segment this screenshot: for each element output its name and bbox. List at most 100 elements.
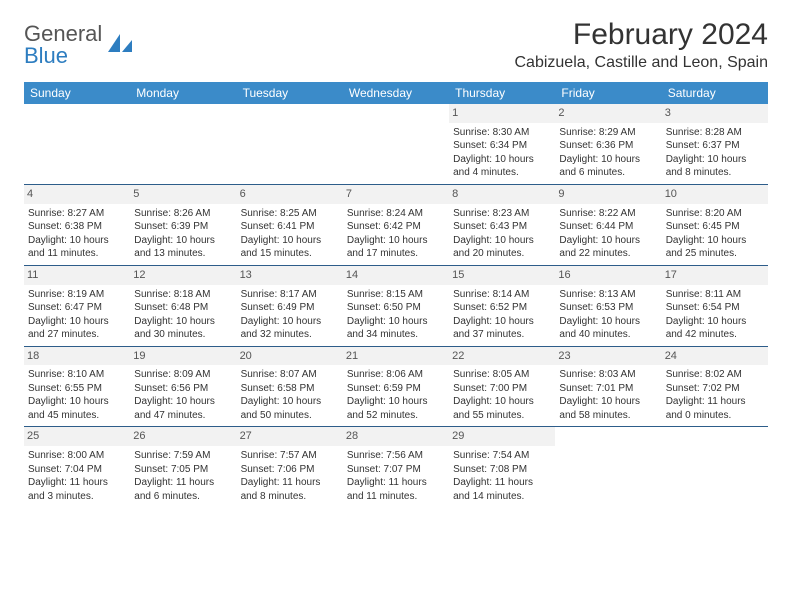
day-cell: 2Sunrise: 8:29 AMSunset: 6:36 PMDaylight… bbox=[555, 104, 661, 184]
daylight-line-2: and 4 minutes. bbox=[453, 166, 551, 180]
day-cell: 7Sunrise: 8:24 AMSunset: 6:42 PMDaylight… bbox=[343, 185, 449, 265]
sunrise-line: Sunrise: 8:23 AM bbox=[453, 207, 551, 221]
sunset-line: Sunset: 7:02 PM bbox=[666, 382, 764, 396]
header: General Blue February 2024 Cabizuela, Ca… bbox=[24, 18, 768, 72]
daylight-line-2: and 55 minutes. bbox=[453, 409, 551, 423]
sunset-line: Sunset: 6:37 PM bbox=[666, 139, 764, 153]
sunset-line: Sunset: 6:48 PM bbox=[134, 301, 232, 315]
daylight-line-2: and 14 minutes. bbox=[453, 490, 551, 504]
sunrise-line: Sunrise: 8:03 AM bbox=[559, 368, 657, 382]
sunset-line: Sunset: 6:58 PM bbox=[241, 382, 339, 396]
sunset-line: Sunset: 6:44 PM bbox=[559, 220, 657, 234]
sunrise-line: Sunrise: 8:17 AM bbox=[241, 288, 339, 302]
daylight-line-2: and 58 minutes. bbox=[559, 409, 657, 423]
sunset-line: Sunset: 7:00 PM bbox=[453, 382, 551, 396]
day-cell: 20Sunrise: 8:07 AMSunset: 6:58 PMDayligh… bbox=[237, 347, 343, 427]
day-number: 9 bbox=[555, 185, 661, 204]
sunset-line: Sunset: 6:34 PM bbox=[453, 139, 551, 153]
sunrise-line: Sunrise: 8:00 AM bbox=[28, 449, 126, 463]
daylight-line-2: and 6 minutes. bbox=[559, 166, 657, 180]
daylight-line-1: Daylight: 11 hours bbox=[666, 395, 764, 409]
daylight-line-2: and 20 minutes. bbox=[453, 247, 551, 261]
dayhead-friday: Friday bbox=[555, 82, 661, 104]
daylight-line-2: and 42 minutes. bbox=[666, 328, 764, 342]
dayhead-thursday: Thursday bbox=[449, 82, 555, 104]
day-number: 21 bbox=[343, 347, 449, 366]
day-cell: 11Sunrise: 8:19 AMSunset: 6:47 PMDayligh… bbox=[24, 266, 130, 346]
day-cell: 3Sunrise: 8:28 AMSunset: 6:37 PMDaylight… bbox=[662, 104, 768, 184]
sunrise-line: Sunrise: 8:02 AM bbox=[666, 368, 764, 382]
sunrise-line: Sunrise: 8:07 AM bbox=[241, 368, 339, 382]
day-cell: 1Sunrise: 8:30 AMSunset: 6:34 PMDaylight… bbox=[449, 104, 555, 184]
day-number: 11 bbox=[24, 266, 130, 285]
day-cell: 15Sunrise: 8:14 AMSunset: 6:52 PMDayligh… bbox=[449, 266, 555, 346]
daylight-line-2: and 30 minutes. bbox=[134, 328, 232, 342]
day-number: 8 bbox=[449, 185, 555, 204]
daylight-line-2: and 40 minutes. bbox=[559, 328, 657, 342]
daylight-line-1: Daylight: 10 hours bbox=[559, 395, 657, 409]
sunrise-line: Sunrise: 8:27 AM bbox=[28, 207, 126, 221]
sunrise-line: Sunrise: 7:54 AM bbox=[453, 449, 551, 463]
day-cell: 14Sunrise: 8:15 AMSunset: 6:50 PMDayligh… bbox=[343, 266, 449, 346]
dayhead-tuesday: Tuesday bbox=[237, 82, 343, 104]
sunset-line: Sunset: 7:01 PM bbox=[559, 382, 657, 396]
daylight-line-1: Daylight: 10 hours bbox=[28, 315, 126, 329]
day-cell: 26Sunrise: 7:59 AMSunset: 7:05 PMDayligh… bbox=[130, 427, 236, 507]
sunrise-line: Sunrise: 8:15 AM bbox=[347, 288, 445, 302]
sunset-line: Sunset: 6:52 PM bbox=[453, 301, 551, 315]
week-row: 4Sunrise: 8:27 AMSunset: 6:38 PMDaylight… bbox=[24, 184, 768, 265]
day-cell: 23Sunrise: 8:03 AMSunset: 7:01 PMDayligh… bbox=[555, 347, 661, 427]
day-cell: 16Sunrise: 8:13 AMSunset: 6:53 PMDayligh… bbox=[555, 266, 661, 346]
day-cell: 5Sunrise: 8:26 AMSunset: 6:39 PMDaylight… bbox=[130, 185, 236, 265]
day-number: 22 bbox=[449, 347, 555, 366]
day-number: 10 bbox=[662, 185, 768, 204]
daylight-line-1: Daylight: 10 hours bbox=[28, 234, 126, 248]
daylight-line-2: and 52 minutes. bbox=[347, 409, 445, 423]
dayhead-saturday: Saturday bbox=[662, 82, 768, 104]
sunrise-line: Sunrise: 8:29 AM bbox=[559, 126, 657, 140]
sunset-line: Sunset: 6:50 PM bbox=[347, 301, 445, 315]
daylight-line-2: and 27 minutes. bbox=[28, 328, 126, 342]
day-number: 26 bbox=[130, 427, 236, 446]
day-cell: 21Sunrise: 8:06 AMSunset: 6:59 PMDayligh… bbox=[343, 347, 449, 427]
daylight-line-2: and 8 minutes. bbox=[666, 166, 764, 180]
sunset-line: Sunset: 6:41 PM bbox=[241, 220, 339, 234]
day-number: 6 bbox=[237, 185, 343, 204]
day-cell: 25Sunrise: 8:00 AMSunset: 7:04 PMDayligh… bbox=[24, 427, 130, 507]
daylight-line-2: and 0 minutes. bbox=[666, 409, 764, 423]
daylight-line-1: Daylight: 11 hours bbox=[241, 476, 339, 490]
sunrise-line: Sunrise: 8:26 AM bbox=[134, 207, 232, 221]
day-cell bbox=[555, 427, 661, 507]
day-cell: 18Sunrise: 8:10 AMSunset: 6:55 PMDayligh… bbox=[24, 347, 130, 427]
day-number: 13 bbox=[237, 266, 343, 285]
day-cell: 10Sunrise: 8:20 AMSunset: 6:45 PMDayligh… bbox=[662, 185, 768, 265]
daylight-line-1: Daylight: 10 hours bbox=[453, 395, 551, 409]
day-number: 29 bbox=[449, 427, 555, 446]
day-cell: 12Sunrise: 8:18 AMSunset: 6:48 PMDayligh… bbox=[130, 266, 236, 346]
day-cell: 4Sunrise: 8:27 AMSunset: 6:38 PMDaylight… bbox=[24, 185, 130, 265]
sunset-line: Sunset: 6:43 PM bbox=[453, 220, 551, 234]
daylight-line-1: Daylight: 10 hours bbox=[666, 234, 764, 248]
sunset-line: Sunset: 6:55 PM bbox=[28, 382, 126, 396]
day-cell: 8Sunrise: 8:23 AMSunset: 6:43 PMDaylight… bbox=[449, 185, 555, 265]
daylight-line-2: and 22 minutes. bbox=[559, 247, 657, 261]
day-number: 25 bbox=[24, 427, 130, 446]
day-number: 28 bbox=[343, 427, 449, 446]
sunrise-line: Sunrise: 8:05 AM bbox=[453, 368, 551, 382]
sunrise-line: Sunrise: 8:11 AM bbox=[666, 288, 764, 302]
daylight-line-2: and 25 minutes. bbox=[666, 247, 764, 261]
sunset-line: Sunset: 6:49 PM bbox=[241, 301, 339, 315]
daylight-line-2: and 37 minutes. bbox=[453, 328, 551, 342]
sunrise-line: Sunrise: 7:56 AM bbox=[347, 449, 445, 463]
daylight-line-1: Daylight: 10 hours bbox=[559, 153, 657, 167]
dayhead-monday: Monday bbox=[130, 82, 236, 104]
sunset-line: Sunset: 6:38 PM bbox=[28, 220, 126, 234]
daylight-line-1: Daylight: 11 hours bbox=[28, 476, 126, 490]
day-number: 3 bbox=[662, 104, 768, 123]
sunset-line: Sunset: 7:08 PM bbox=[453, 463, 551, 477]
day-cell: 13Sunrise: 8:17 AMSunset: 6:49 PMDayligh… bbox=[237, 266, 343, 346]
day-number: 16 bbox=[555, 266, 661, 285]
daylight-line-1: Daylight: 10 hours bbox=[347, 395, 445, 409]
sunrise-line: Sunrise: 8:28 AM bbox=[666, 126, 764, 140]
sunrise-line: Sunrise: 8:18 AM bbox=[134, 288, 232, 302]
